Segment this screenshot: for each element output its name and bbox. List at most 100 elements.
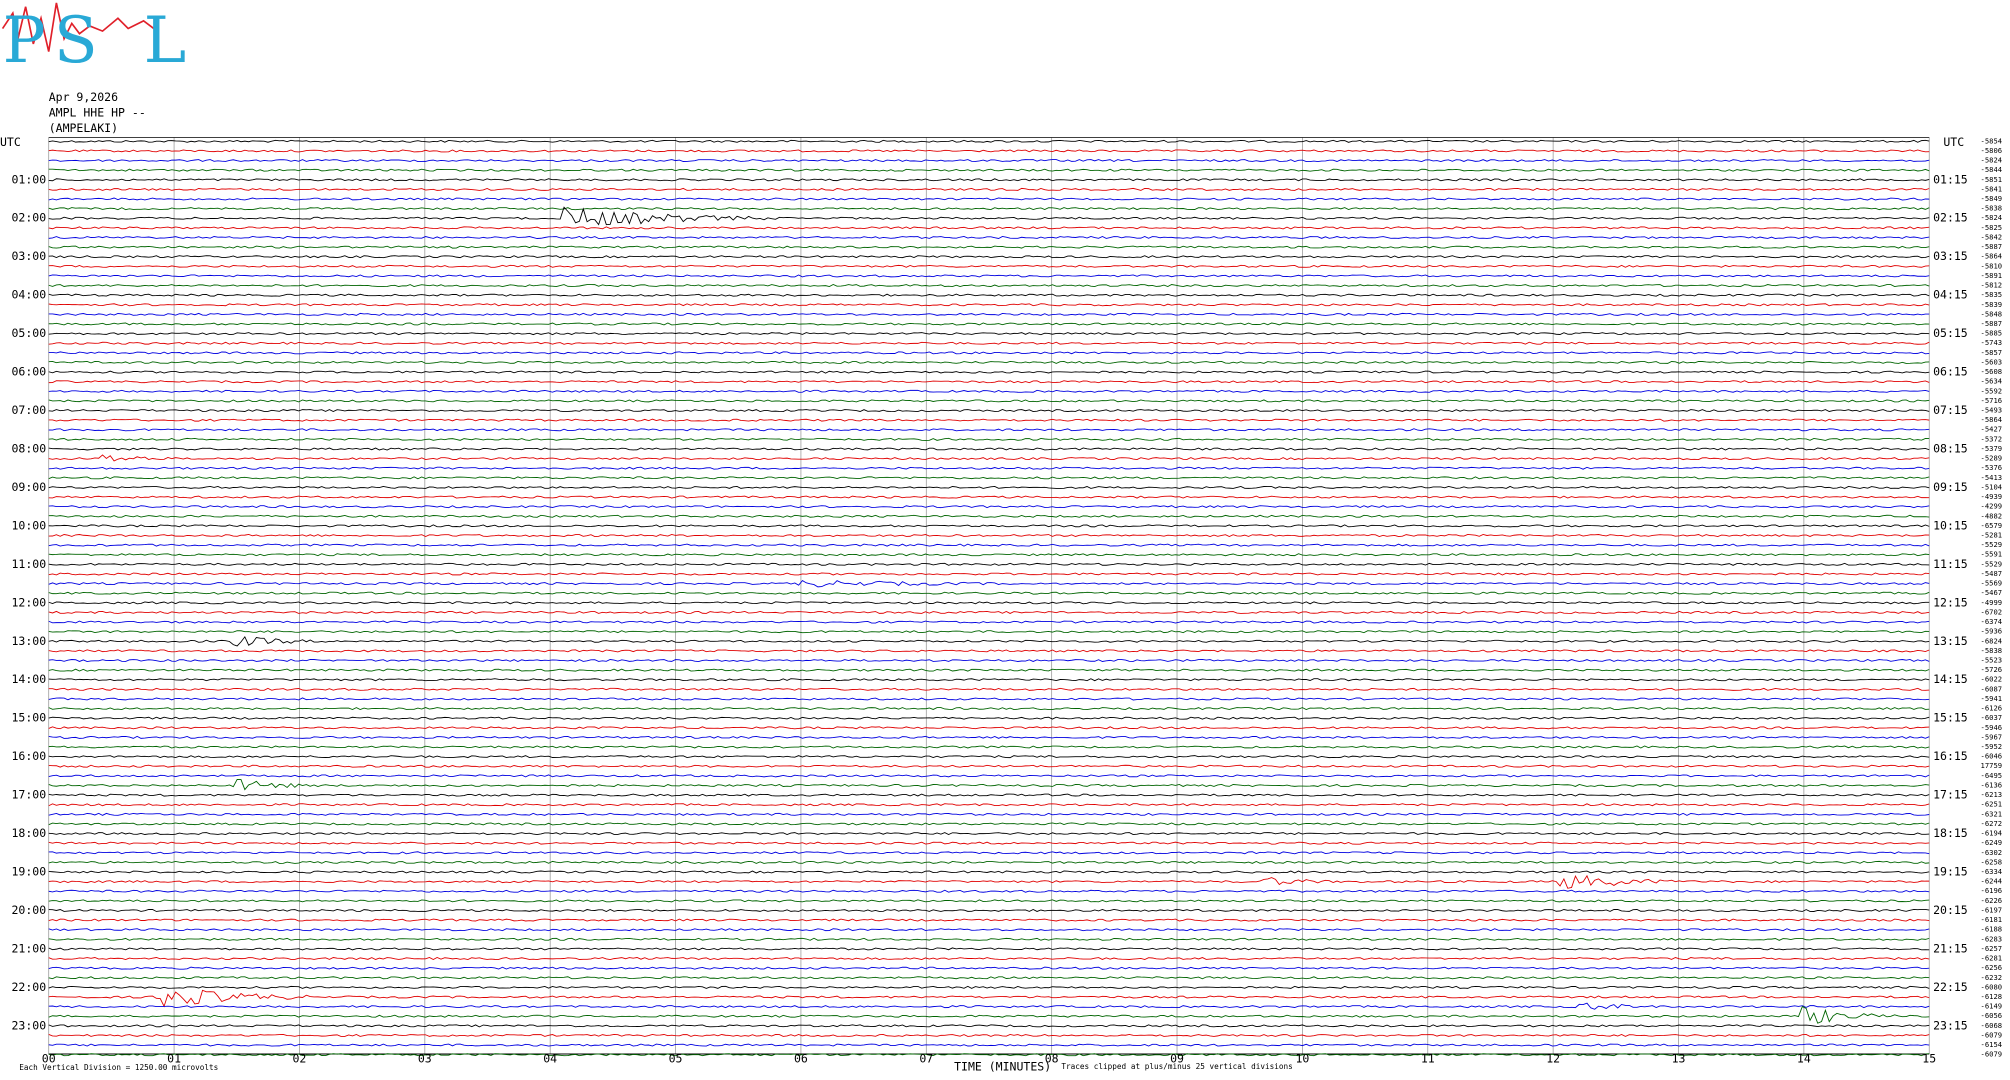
hour-label: 06:00 [11,365,46,379]
trace-offset: -4999 [1981,598,2003,607]
trace-offset: -5946 [1981,723,2003,732]
trace-offset: -5289 [1981,454,2003,463]
trace-offset: -5838 [1981,646,2003,655]
trace [48,505,1930,509]
minute-label: 04 [543,1052,557,1066]
trace [48,779,1930,791]
trace-offset: -5838 [1981,204,2003,213]
hour-label: 07:00 [11,403,46,417]
hour-label: 18:15 [1933,826,1968,840]
hour-label: 08:15 [1933,441,1968,455]
trace [48,726,1930,730]
trace-offset: -5952 [1981,742,2003,751]
trace-offset: -6226 [1981,896,2003,905]
hour-label: 01:00 [11,172,46,186]
trace-offset: -5841 [1981,184,2003,193]
trace-offset: -5603 [1981,357,2003,366]
hour-label: 18:00 [11,826,46,840]
trace [48,476,1930,480]
minute-label: 05 [669,1052,683,1066]
hour-label: 20:15 [1933,903,1968,917]
clipping-note: Traces clipped at plus/minus 25 vertical… [1061,1062,1292,1071]
trace [48,1033,1930,1037]
trace-offset: -5493 [1981,406,2003,415]
trace-offset: -6374 [1981,617,2003,626]
trace [48,312,1930,316]
minute-label: 08 [1045,1052,1059,1066]
hour-label: 10:00 [11,518,46,532]
logo-letter: P [3,4,46,78]
trace-offset: -6128 [1981,992,2003,1001]
trace-offset: -6244 [1981,877,2003,886]
trace-offset: -5848 [1981,309,2003,318]
trace [48,591,1930,595]
trace-offset: -5413 [1981,473,2003,482]
trace-offset: -4299 [1981,502,2003,511]
trace [48,610,1930,614]
trace-offset: -5716 [1981,396,2003,405]
trace-offset: -6334 [1981,867,2003,876]
trace-offset: -4882 [1981,511,2003,520]
trace-offset: -5887 [1981,319,2003,328]
trace [48,832,1930,836]
trace-offset: -6197 [1981,905,2003,914]
trace [48,322,1930,326]
trace [48,274,1930,278]
trace [48,399,1930,403]
hour-label: 16:00 [11,749,46,763]
hour-label: 15:15 [1933,711,1968,725]
minute-label: 14 [1797,1052,1811,1066]
trace [48,822,1930,826]
trace-offset: -5824 [1981,213,2003,222]
trace [48,514,1930,518]
trace-offset: 17759 [1981,761,2003,770]
trace-offset: -5569 [1981,579,2003,588]
trace [48,207,1930,211]
trace-offset: -5864 [1981,252,2003,261]
minute-label: 10 [1295,1052,1309,1066]
trace [48,678,1930,682]
trace [48,860,1930,864]
minute-label: 06 [794,1052,808,1066]
logo: P S L [1,2,187,78]
trace [48,803,1930,807]
trace [48,908,1930,912]
trace-offset: -5281 [1981,531,2003,540]
trace [48,697,1930,701]
minute-label: 11 [1421,1052,1435,1066]
trace-offset: -6249 [1981,838,2003,847]
trace-offset: -5634 [1981,377,2003,386]
trace-offset: -6495 [1981,771,2003,780]
logo-letter: L [144,4,187,78]
minute-label: 01 [167,1052,181,1066]
trace-offset: -5824 [1981,156,2003,165]
trace [48,524,1930,528]
minute-label: 03 [418,1052,432,1066]
hour-label: 13:00 [11,634,46,648]
division-note: Each Vertical Division = 1250.00 microvo… [19,1063,218,1072]
trace [48,553,1930,557]
trace [48,418,1930,422]
utc-label: UTC [1943,135,1964,149]
trace [48,178,1930,182]
minute-label: 09 [1170,1052,1184,1066]
hour-label: 02:00 [11,211,46,225]
trace [48,601,1930,605]
trace-offset: -5487 [1981,569,2003,578]
hour-label: 02:15 [1933,211,1968,225]
trace-offset: -6213 [1981,790,2003,799]
hour-label: 10:15 [1933,518,1968,532]
hour-label: 07:15 [1933,403,1968,417]
trace-offset: -5857 [1981,348,2003,357]
trace [48,928,1930,932]
hour-label: 08:00 [11,441,46,455]
trace [48,918,1930,922]
trace-offset: -5885 [1981,329,2003,338]
trace-offset: -6079 [1981,1030,2003,1039]
trace [48,870,1930,874]
trace-offset: -4939 [1981,492,2003,501]
trace [48,774,1930,778]
minute-label: 07 [919,1052,933,1066]
trace-offset: -5839 [1981,300,2003,309]
